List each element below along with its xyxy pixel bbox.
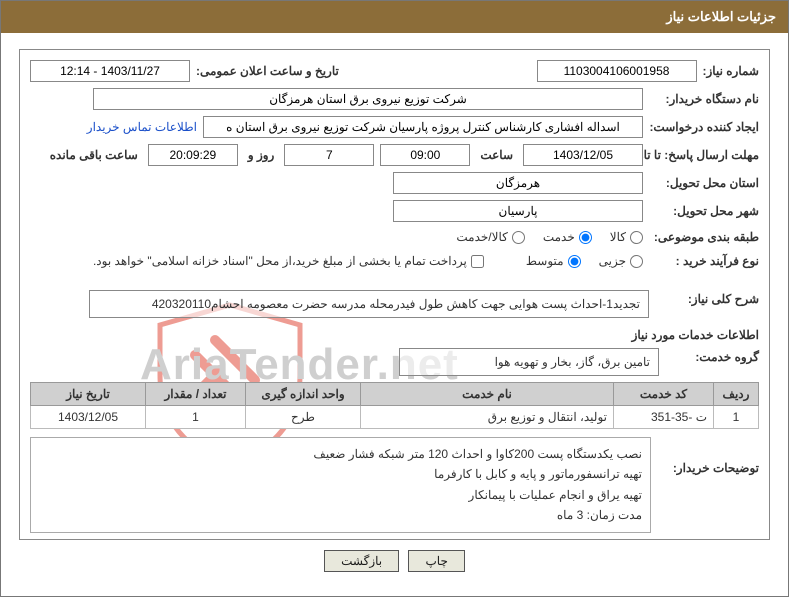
radio-goods-service-input[interactable] — [512, 231, 525, 244]
th-code: کد خدمت — [614, 383, 714, 406]
button-row: چاپ بازگشت — [19, 540, 770, 586]
cell-code: ت -35-351 — [614, 406, 714, 429]
radio-goods-service-label: کالا/خدمت — [456, 230, 507, 244]
label-category: طبقه بندی موضوعی: — [649, 228, 759, 246]
label-city: شهر محل تحویل: — [649, 202, 759, 220]
section-services-info: اطلاعات خدمات مورد نیاز — [30, 328, 759, 342]
label-buyer-org: نام دستگاه خریدار: — [649, 90, 759, 108]
deadline-hour-field[interactable] — [380, 144, 470, 166]
service-group-text: تامین برق، گاز، بخار و تهویه هوا — [495, 355, 650, 369]
buyer-org-field[interactable] — [93, 88, 643, 110]
city-field[interactable] — [393, 200, 643, 222]
cell-date: 1403/12/05 — [31, 406, 146, 429]
print-button[interactable]: چاپ — [408, 550, 464, 572]
th-unit: واحد اندازه گیری — [246, 383, 361, 406]
province-field[interactable] — [393, 172, 643, 194]
buyer-note-line: نصب یکدستگاه پست 200کاوا و احداث 120 متر… — [39, 444, 642, 464]
remaining-time-field[interactable] — [148, 144, 238, 166]
treasury-check[interactable]: پرداخت تمام یا بخشی از مبلغ خرید،از محل … — [93, 254, 484, 268]
back-button[interactable]: بازگشت — [324, 550, 399, 572]
need-summary-text: تجدید1-احداث پست هوایی جهت کاهش طول فیدر… — [152, 297, 640, 311]
remaining-days-field[interactable] — [284, 144, 374, 166]
cell-qty: 1 — [146, 406, 246, 429]
table-header-row: ردیف کد خدمت نام خدمت واحد اندازه گیری ت… — [31, 383, 759, 406]
title-bar: جزئیات اطلاعات نیاز — [1, 1, 788, 33]
radio-service-label: خدمت — [543, 230, 575, 244]
radio-service-input[interactable] — [579, 231, 592, 244]
buyer-note-line: تهیه یراق و انجام عملیات با پیمانکار — [39, 485, 642, 505]
radio-medium-label: متوسط — [526, 254, 564, 268]
buyer-note-line: مدت زمان: 3 ماه — [39, 505, 642, 525]
need-summary-box: تجدید1-احداث پست هوایی جهت کاهش طول فیدر… — [89, 290, 649, 318]
details-panel: AriaTender.net شماره نیاز: تاریخ و ساعت … — [19, 49, 770, 540]
service-group-box: تامین برق، گاز، بخار و تهویه هوا — [399, 348, 659, 376]
radio-goods-input[interactable] — [630, 231, 643, 244]
category-radio-group: کالا خدمت کالا/خدمت — [456, 230, 643, 244]
radio-goods-service[interactable]: کالا/خدمت — [456, 230, 524, 244]
radio-minor-input[interactable] — [630, 255, 643, 268]
label-need-no: شماره نیاز: — [703, 62, 759, 80]
radio-goods[interactable]: کالا — [610, 230, 643, 244]
radio-minor-label: جزیی — [599, 254, 626, 268]
treasury-check-input[interactable] — [471, 255, 484, 268]
radio-goods-label: کالا — [610, 230, 626, 244]
buyer-note-line: تهیه ترانسفورماتور و پایه و کابل با کارف… — [39, 464, 642, 484]
cell-name: تولید، انتقال و توزیع برق — [361, 406, 614, 429]
radio-minor[interactable]: جزیی — [599, 254, 643, 268]
label-days-and: روز و — [244, 148, 279, 162]
th-qty: تعداد / مقدار — [146, 383, 246, 406]
label-buyer-notes: توضیحات خریدار: — [659, 437, 759, 477]
th-row: ردیف — [714, 383, 759, 406]
table-row: 1 ت -35-351 تولید، انتقال و توزیع برق طر… — [31, 406, 759, 429]
th-name: نام خدمت — [361, 383, 614, 406]
buyer-notes-box: نصب یکدستگاه پست 200کاوا و احداث 120 متر… — [30, 437, 651, 533]
label-province: استان محل تحویل: — [649, 174, 759, 192]
label-time-remaining: ساعت باقی مانده — [46, 148, 142, 162]
label-deadline: مهلت ارسال پاسخ: تا تاریخ: — [649, 146, 759, 164]
cell-row: 1 — [714, 406, 759, 429]
radio-medium-input[interactable] — [568, 255, 581, 268]
process-radio-group: جزیی متوسط — [526, 254, 643, 268]
label-requester: ایجاد کننده درخواست: — [649, 118, 759, 136]
cell-unit: طرح — [246, 406, 361, 429]
label-need-summary: شرح کلی نیاز: — [659, 290, 759, 308]
buyer-contact-link[interactable]: اطلاعات تماس خریدار — [87, 120, 197, 134]
label-service-group: گروه خدمت: — [669, 348, 759, 366]
treasury-check-label: پرداخت تمام یا بخشی از مبلغ خرید،از محل … — [93, 254, 467, 268]
label-hour: ساعت — [476, 148, 517, 162]
announce-dt-field[interactable] — [30, 60, 190, 82]
radio-service[interactable]: خدمت — [543, 230, 592, 244]
requester-field[interactable] — [203, 116, 643, 138]
radio-medium[interactable]: متوسط — [526, 254, 581, 268]
th-date: تاریخ نیاز — [31, 383, 146, 406]
services-table: ردیف کد خدمت نام خدمت واحد اندازه گیری ت… — [30, 382, 759, 429]
deadline-date-field[interactable] — [523, 144, 643, 166]
need-no-field[interactable] — [537, 60, 697, 82]
label-announce-dt: تاریخ و ساعت اعلان عمومی: — [196, 62, 339, 80]
label-process: نوع فرآیند خرید : — [649, 252, 759, 270]
